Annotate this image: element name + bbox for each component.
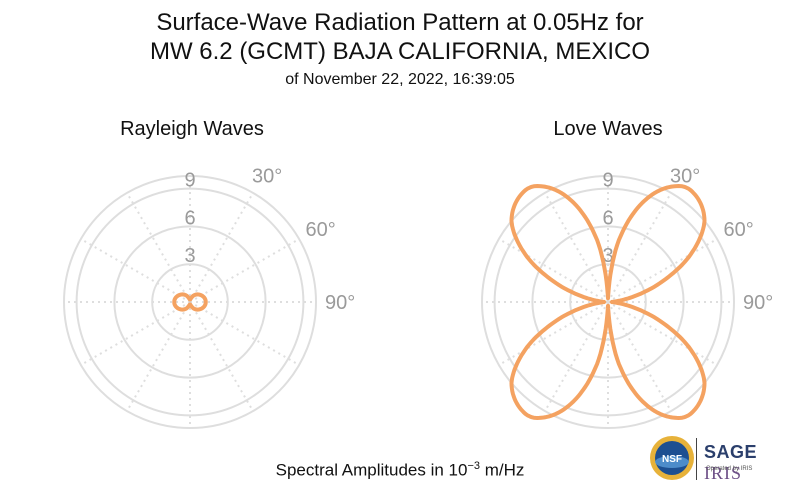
radial-grid-circle <box>113 225 267 379</box>
radial-tick-label: 9 <box>184 170 195 192</box>
angle-tick-label: 90° <box>325 292 355 314</box>
operated-by-text: Operated by IRIS <box>706 466 753 472</box>
angle-tick-label: 30° <box>252 165 282 187</box>
logo-divider <box>696 438 697 480</box>
radial-grid-circle <box>531 225 685 379</box>
radial-grid-circle <box>151 263 229 341</box>
nsf-logo-icon: NSF <box>650 436 694 480</box>
radiation-pattern-curve <box>172 292 208 312</box>
chart-subtitle: of November 22, 2022, 16:39:05 <box>285 71 515 88</box>
radial-tick-label: 3 <box>602 245 613 267</box>
radial-tick-label: 6 <box>602 207 613 229</box>
outer-grid-circle <box>481 175 735 429</box>
units-suffix: m/Hz <box>480 460 525 480</box>
radiation-pattern-curve <box>509 184 707 420</box>
radial-grid-circle <box>75 187 305 417</box>
units-prefix: Spectral Amplitudes in 10 <box>275 460 468 480</box>
radial-grid-circle <box>569 263 647 341</box>
sage-iris-logo: SAGE IRIS <box>704 442 798 484</box>
angle-tick-label: 60° <box>305 219 335 241</box>
sage-logo-text: SAGE <box>704 442 758 462</box>
amplitude-units-label: Spectral Amplitudes in 10−3 m/Hz <box>0 455 800 482</box>
radial-grid-circle <box>493 187 723 417</box>
chart-title-line1: Surface-Wave Radiation Pattern at 0.05Hz… <box>156 9 644 36</box>
chart-title-line2: MW 6.2 (GCMT) BAJA CALIFORNIA, MEXICO <box>149 38 651 65</box>
logo-area: NSF SAGE IRIS Operated by IRIS <box>648 432 798 492</box>
radial-tick-label: 3 <box>184 245 195 267</box>
love-panel-title: Love Waves <box>553 118 663 140</box>
units-exponent: −3 <box>467 460 480 472</box>
angle-tick-label: 60° <box>723 219 753 241</box>
radial-tick-label: 9 <box>602 170 613 192</box>
angle-tick-label: 30° <box>670 165 700 187</box>
nsf-logo-text: NSF <box>662 454 682 465</box>
rayleigh-panel-title: Rayleigh Waves <box>120 118 264 140</box>
radial-tick-label: 6 <box>184 207 195 229</box>
outer-grid-circle <box>63 175 317 429</box>
iris-logo-text: IRIS <box>704 463 743 483</box>
angle-tick-label: 90° <box>743 292 773 314</box>
